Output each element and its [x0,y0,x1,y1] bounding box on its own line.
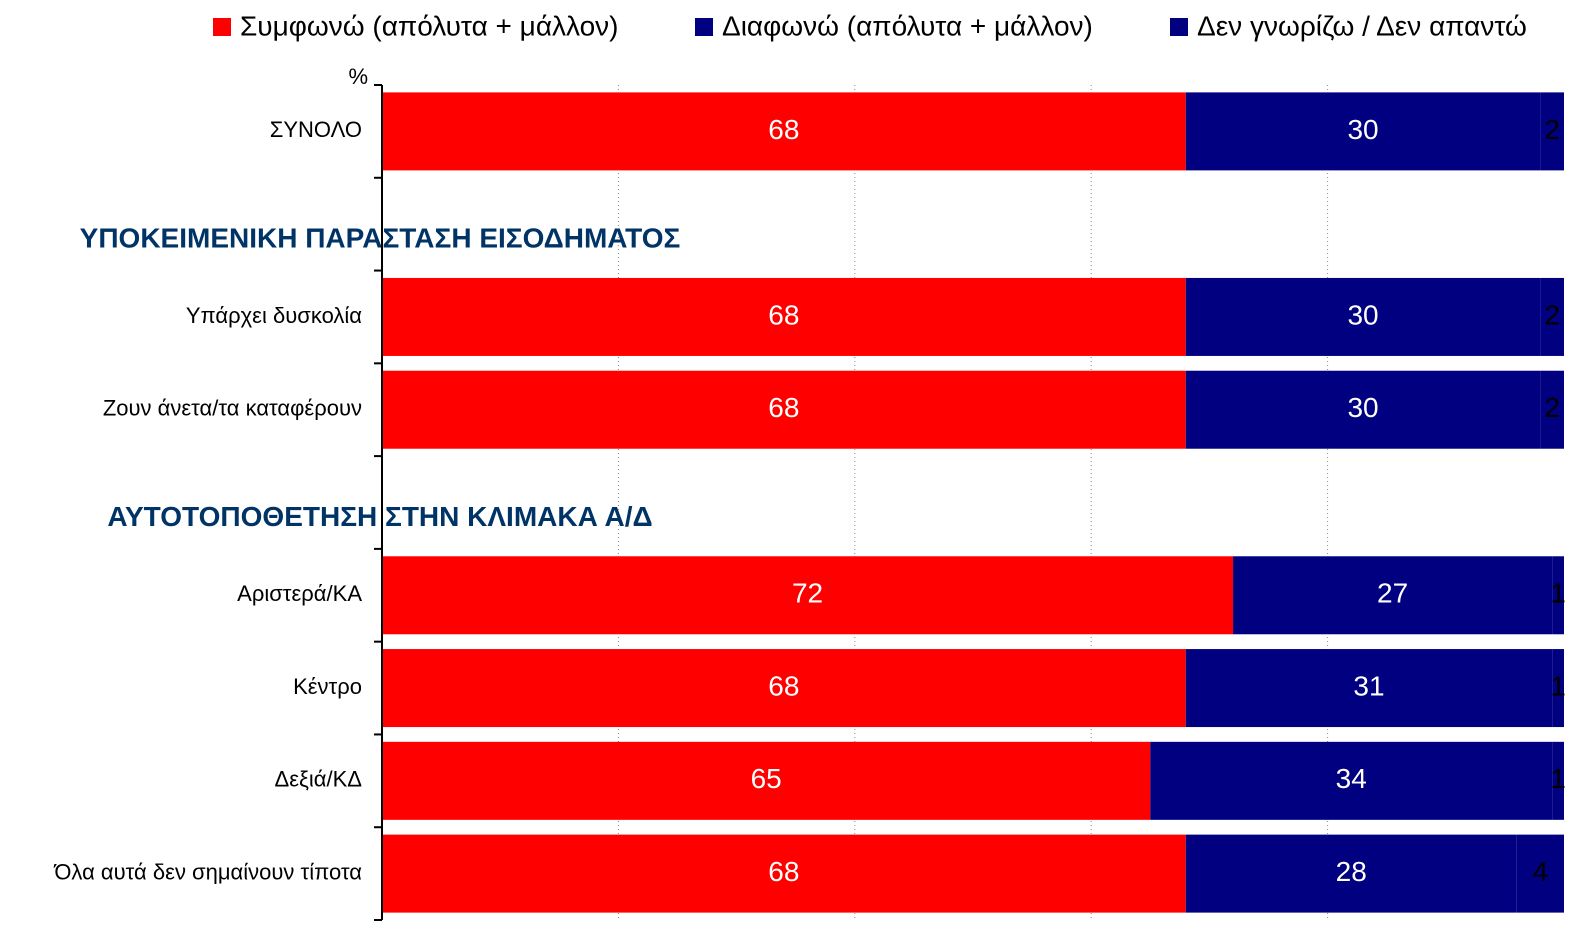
bar-segment [1150,741,1553,820]
unit-label: % [348,64,368,89]
bar-segment [382,834,1186,913]
bar-segment [1185,370,1541,449]
category-label: ΣΥΝΟΛΟ [270,117,362,142]
bar-segment [1552,649,1564,728]
bar-segment [1185,92,1541,171]
value-label: 2 [1544,392,1560,423]
value-label: 68 [768,114,799,145]
value-label: 72 [792,578,823,609]
value-label: 30 [1347,392,1378,423]
value-label: 4 [1533,856,1549,887]
category-label: Αριστερά/ΚΑ [237,581,362,606]
bar-segment [382,649,1186,728]
category-label: Κέντρο [293,674,362,699]
section-header: ΑΥΤΟΤΟΠΟΘΕΤΗΣΗ ΣΤΗΝ ΚΛΙΜΑΚΑ Α/Δ [107,501,652,532]
legend-label: Συμφωνώ (απόλυτα + μάλλον) [240,10,618,41]
value-label: 1 [1550,763,1566,794]
category-label: Δεξιά/ΚΔ [275,767,363,792]
value-label: 1 [1550,578,1566,609]
bar-segment [382,556,1234,635]
legend-label: Διαφωνώ (απόλυτα + μάλλον) [722,10,1093,41]
bar-segment [1540,277,1564,356]
bar-segment [1540,92,1564,171]
section-header: ΥΠΟΚΕΙΜΕΝΙΚΗ ΠΑΡΑΣΤΑΣΗ ΕΙΣΟΔΗΜΑΤΟΣ [80,223,681,254]
bar-segment [1540,370,1564,449]
bar-segment [382,92,1186,171]
bar-segment [1185,834,1517,913]
value-label: 34 [1336,763,1367,794]
legend-swatch [695,18,713,36]
bar-segment [1552,556,1564,635]
value-label: 2 [1544,114,1560,145]
bar-segment [1185,277,1541,356]
legend-swatch [1170,18,1188,36]
bar-segment [1516,834,1564,913]
bar-segment [1552,741,1564,820]
value-label: 31 [1353,670,1384,701]
value-label: 30 [1347,299,1378,330]
value-label: 27 [1377,578,1408,609]
bar-segment [1185,649,1553,728]
value-label: 2 [1544,299,1560,330]
category-label: Όλα αυτά δεν σημαίνουν τίποτα [53,859,362,884]
value-label: 28 [1336,856,1367,887]
bar-segment [382,741,1151,820]
bar-segment [1233,556,1553,635]
value-label: 68 [768,392,799,423]
value-label: 1 [1550,670,1566,701]
value-label: 68 [768,299,799,330]
value-label: 68 [768,670,799,701]
category-label: Ζουν άνετα/τα καταφέρουν [103,396,362,421]
value-label: 65 [751,763,782,794]
value-label: 30 [1347,114,1378,145]
bar-segment [382,370,1186,449]
legend-swatch [213,18,231,36]
category-label: Υπάρχει δυσκολία [186,303,362,328]
legend-label: Δεν γνωρίζω / Δεν απαντώ [1197,10,1527,41]
value-label: 68 [768,856,799,887]
bar-segment [382,277,1186,356]
